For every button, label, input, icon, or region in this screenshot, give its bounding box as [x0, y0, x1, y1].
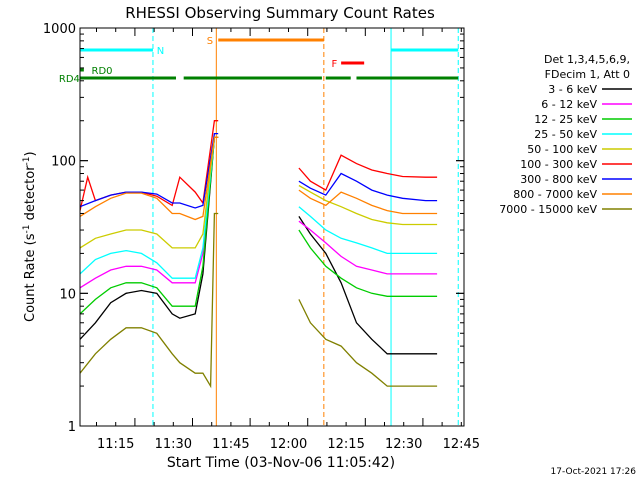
- series-line-5: [80, 120, 438, 211]
- x-tick-label-0: 11:15: [97, 437, 134, 452]
- vertical-markers: [79, 28, 459, 426]
- x-tick-label-3: 12:00: [270, 437, 307, 452]
- x-tick-label-5: 12:30: [385, 437, 422, 452]
- legend-label-0: 3 - 6 keV: [548, 83, 597, 96]
- x-axis-label: Start Time (03-Nov-06 11:05:42): [167, 455, 395, 471]
- legend-label-7: 800 - 7000 keV: [513, 188, 597, 201]
- series-line-4: [80, 136, 438, 249]
- legend-label-2: 12 - 25 keV: [534, 113, 597, 126]
- legend-label-5: 100 - 300 keV: [520, 158, 597, 171]
- y-axis-label: Count Rate (s-1 detector-1): [22, 151, 38, 322]
- y-tick-label-0: 1: [68, 420, 76, 435]
- legend-label-8: 7000 - 15000 keV: [499, 203, 597, 216]
- flag-label-3: RD0: [92, 66, 113, 77]
- x-tick-label-6: 12:45: [443, 437, 480, 452]
- plot-frame: [79, 27, 465, 427]
- footer-date: 17-Oct-2021 17:26: [551, 467, 637, 477]
- series-line-0: [80, 136, 438, 355]
- series-line-7: [80, 136, 438, 221]
- legend: Det 1,3,4,5,6,9, FDecim 1, Att 0 3 - 6 keV…: [499, 53, 632, 216]
- flag-label-4: RD4: [59, 74, 80, 85]
- legend-label-4: 50 - 100 keV: [527, 143, 597, 156]
- flag-bars: N S F RD0 RD4: [59, 36, 459, 85]
- series-line-6: [80, 132, 438, 209]
- legend-header-1: FDecim 1, Att 0: [545, 68, 630, 81]
- x-tick-label-2: 11:45: [212, 437, 249, 452]
- legend-label-6: 300 - 800 keV: [520, 173, 597, 186]
- x-tick-label-1: 11:30: [155, 437, 192, 452]
- flag-label-1: S: [207, 36, 213, 47]
- flag-label-0: N: [157, 46, 164, 57]
- series-line-8: [80, 212, 438, 389]
- chart-title: RHESSI Observing Summary Count Rates: [125, 4, 435, 22]
- series-line-1: [80, 136, 438, 289]
- legend-header-0: Det 1,3,4,5,6,9,: [544, 53, 630, 66]
- y-tick-label-1: 10: [59, 287, 76, 302]
- legend-label-3: 25 - 50 keV: [534, 128, 597, 141]
- legend-label-1: 6 - 12 keV: [541, 98, 597, 111]
- y-tick-label-2: 100: [51, 155, 76, 170]
- x-tick-label-4: 12:15: [327, 437, 364, 452]
- flag-label-2: F: [332, 59, 338, 70]
- series-group: [80, 120, 438, 389]
- series-line-3: [80, 136, 438, 279]
- series-line-2: [80, 136, 438, 315]
- x-axis-ticks: 11:15 11:30 11:45 12:00 12:15 12:30 12:45: [96, 28, 480, 452]
- y-axis-ticks: 1 10 100 1000: [43, 22, 464, 435]
- y-tick-label-3: 1000: [43, 22, 76, 37]
